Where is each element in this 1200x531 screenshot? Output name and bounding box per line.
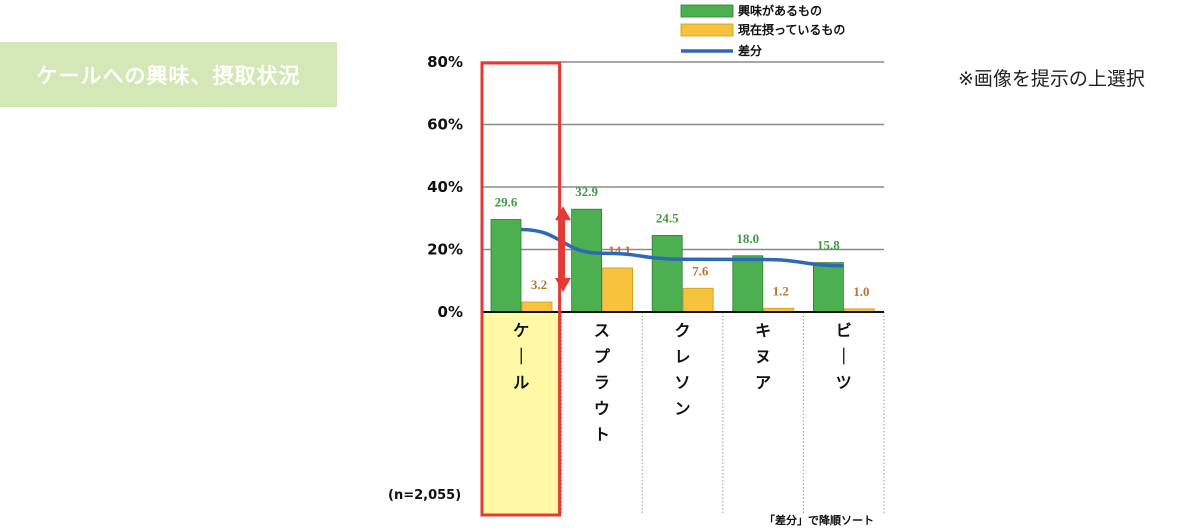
y-tick-label: 60% xyxy=(427,116,463,134)
bar-interest xyxy=(732,255,764,313)
data-label-interest: 29.6 xyxy=(495,195,518,210)
bar-current xyxy=(521,301,553,313)
category-label: ケ｜ル xyxy=(513,321,529,392)
series-line-diff xyxy=(521,227,844,268)
legend-diff-label: 差分 xyxy=(737,43,762,58)
data-label-current: 7.6 xyxy=(692,263,709,278)
category-label: スプラウト xyxy=(594,321,611,444)
data-label-interest: 32.9 xyxy=(575,184,598,199)
bar-interest xyxy=(571,208,602,313)
highlight-box xyxy=(480,61,562,517)
highlight-fill xyxy=(481,312,562,514)
legend-current-swatch xyxy=(680,23,734,37)
legend-interest-label: 興味があるもの xyxy=(738,3,822,18)
data-label-current: 1.0 xyxy=(853,284,869,299)
y-tick-label: 0% xyxy=(438,303,463,321)
data-label-interest: 24.5 xyxy=(656,210,679,225)
category-label: キヌア xyxy=(755,321,771,392)
data-label-interest: 18.0 xyxy=(736,231,759,246)
sort-note: 「差分」で降順ソート xyxy=(764,514,874,527)
bar-interest xyxy=(651,235,683,313)
data-label-current: 1.2 xyxy=(773,283,789,298)
legend-interest-swatch xyxy=(680,4,734,18)
diff-arrow-head-down xyxy=(555,278,571,292)
y-tick-label: 40% xyxy=(427,178,463,196)
data-label-interest: 15.8 xyxy=(817,238,840,253)
y-tick-label: 80% xyxy=(427,53,463,71)
page-title: ケールへの興味、摂取状況 xyxy=(0,42,337,107)
category-label: クレソン xyxy=(674,321,690,418)
diff-arrow-head-up xyxy=(555,206,571,221)
sample-size-label: (n=2,055) xyxy=(388,488,462,503)
selection-note: ※画像を提示の上選択 xyxy=(958,68,1145,90)
y-tick-label: 20% xyxy=(427,241,463,259)
bar-interest xyxy=(490,219,522,313)
category-label: ビ｜ツ xyxy=(836,321,852,392)
data-label-current: 3.2 xyxy=(531,277,547,292)
bar-current xyxy=(602,267,633,313)
bar-current xyxy=(682,287,714,313)
legend-current-label: 現在摂っているもの xyxy=(738,22,845,37)
bar-interest xyxy=(813,262,844,313)
